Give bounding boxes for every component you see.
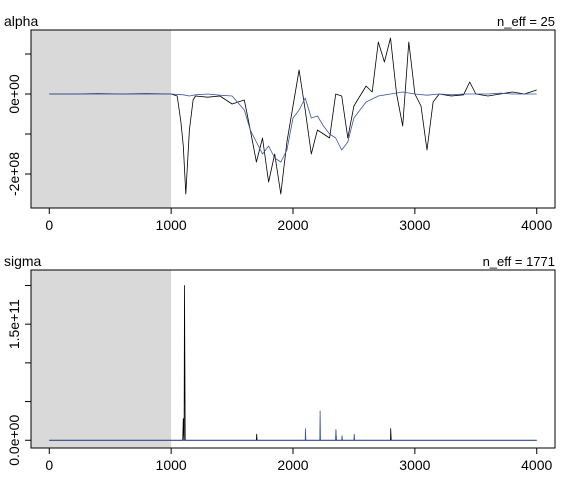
alpha-y-axis: 0e+00 -2e+08 <box>6 54 31 196</box>
sigma-x-tick-label: 2000 <box>277 457 308 473</box>
alpha-n-eff-label: n_eff = 25 <box>497 14 555 29</box>
alpha-x-tick-label: 0 <box>45 217 53 233</box>
panel-alpha: alpha n_eff = 25 0 1000 2000 3000 4000 0e+00… <box>4 13 555 233</box>
panel-sigma: sigma n_eff = 1771 0 1000 2000 3000 4000 0.0… <box>4 253 555 473</box>
alpha-x-tick-label: 4000 <box>521 217 552 233</box>
alpha-y-tick-label: -2e+08 <box>6 152 22 196</box>
alpha-x-axis: 0 1000 2000 3000 4000 <box>45 208 552 233</box>
sigma-y-tick-label: 1.5e+11 <box>6 299 22 349</box>
sigma-x-tick-label: 1000 <box>156 457 187 473</box>
sigma-title: sigma <box>4 253 42 269</box>
sigma-x-tick-label: 3000 <box>399 457 430 473</box>
alpha-x-tick-label: 1000 <box>156 217 187 233</box>
alpha-title: alpha <box>4 13 38 29</box>
sigma-x-axis: 0 1000 2000 3000 4000 <box>45 448 552 473</box>
sigma-y-axis: 0.0e+00 1.5e+11 <box>6 285 31 465</box>
alpha-y-tick-label: 0e+00 <box>6 74 22 114</box>
sigma-n-eff-label: n_eff = 1771 <box>483 254 555 269</box>
sigma-warmup-region <box>31 270 171 448</box>
sigma-x-tick-label: 4000 <box>521 457 552 473</box>
alpha-x-tick-label: 3000 <box>399 217 430 233</box>
alpha-x-tick-label: 2000 <box>277 217 308 233</box>
sigma-x-tick-label: 0 <box>45 457 53 473</box>
alpha-warmup-region <box>31 30 171 208</box>
sigma-y-tick-label: 0.0e+00 <box>6 415 22 466</box>
